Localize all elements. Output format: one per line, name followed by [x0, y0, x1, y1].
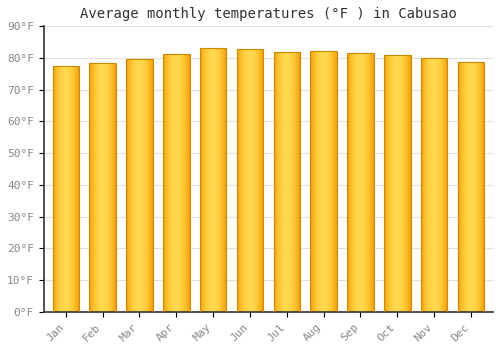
Bar: [126, 59, 152, 312]
Bar: [310, 51, 337, 312]
Bar: [163, 54, 190, 312]
Bar: [236, 49, 263, 312]
Bar: [52, 66, 79, 312]
Bar: [384, 55, 410, 312]
Bar: [421, 58, 448, 312]
Bar: [90, 63, 116, 312]
Bar: [274, 52, 300, 312]
Bar: [200, 48, 226, 312]
Bar: [347, 52, 374, 312]
Bar: [458, 62, 484, 312]
Title: Average monthly temperatures (°F ) in Cabusao: Average monthly temperatures (°F ) in Ca…: [80, 7, 457, 21]
